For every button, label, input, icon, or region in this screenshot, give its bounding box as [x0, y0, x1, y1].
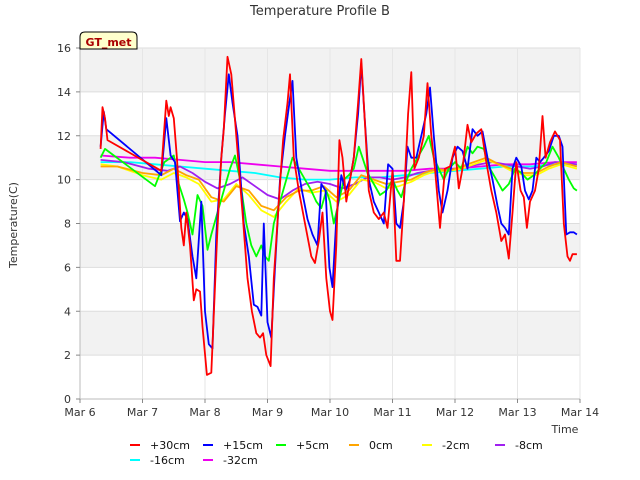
- legend-label: -16cm: [150, 454, 185, 467]
- series-layer: [99, 55, 578, 376]
- y-tick-label: 12: [57, 130, 71, 143]
- legend-label: -8cm: [515, 439, 543, 452]
- y-tick-label: 2: [64, 349, 71, 362]
- y-tick-label: 10: [57, 174, 71, 187]
- legend: +30cm +15cm +5cm 0cm -2cm -8cm -16cm -32cm: [130, 439, 543, 467]
- x-tick-label: Mar 10: [311, 406, 349, 419]
- x-tick-label: Mar 8: [189, 406, 220, 419]
- series-line-+30cm: [99, 55, 577, 376]
- y-tick-label: 14: [57, 86, 71, 99]
- x-tick-label: Mar 12: [436, 406, 474, 419]
- x-tick-label: Mar 13: [498, 406, 536, 419]
- x-tick-label: Mar 14: [561, 406, 599, 419]
- gt-met-badge: GT_met: [79, 31, 138, 50]
- badge-box: [79, 31, 138, 50]
- x-axis-ticks: Mar 6 Mar 7 Mar 8 Mar 9 Mar 10 Mar 11 Mar 12 Ma…: [64, 399, 599, 419]
- x-axis-label: Time: [551, 423, 579, 436]
- legend-label: 0cm: [369, 439, 393, 452]
- y-tick-label: 0: [64, 393, 71, 406]
- legend-label: +15cm: [223, 439, 263, 452]
- legend-label: -32cm: [223, 454, 258, 467]
- x-tick-label: Mar 9: [252, 406, 283, 419]
- y-tick-label: 4: [64, 305, 71, 318]
- y-tick-label: 16: [57, 42, 71, 55]
- legend-label: +30cm: [150, 439, 190, 452]
- y-axis-label: Temperature(C): [7, 182, 20, 269]
- y-tick-label: 8: [64, 218, 71, 231]
- y-tick-label: 6: [64, 261, 71, 274]
- legend-label: -2cm: [442, 439, 470, 452]
- legend-label: +5cm: [296, 439, 329, 452]
- y-axis-ticks: 0 2 4 6 8 10 12 14 16: [57, 42, 80, 406]
- x-tick-label: Mar 6: [64, 406, 95, 419]
- x-tick-label: Mar 7: [127, 406, 158, 419]
- x-tick-label: Mar 11: [373, 406, 411, 419]
- badge-label: GT_met: [85, 36, 131, 49]
- chart-title: Temperature Profile B: [249, 4, 390, 19]
